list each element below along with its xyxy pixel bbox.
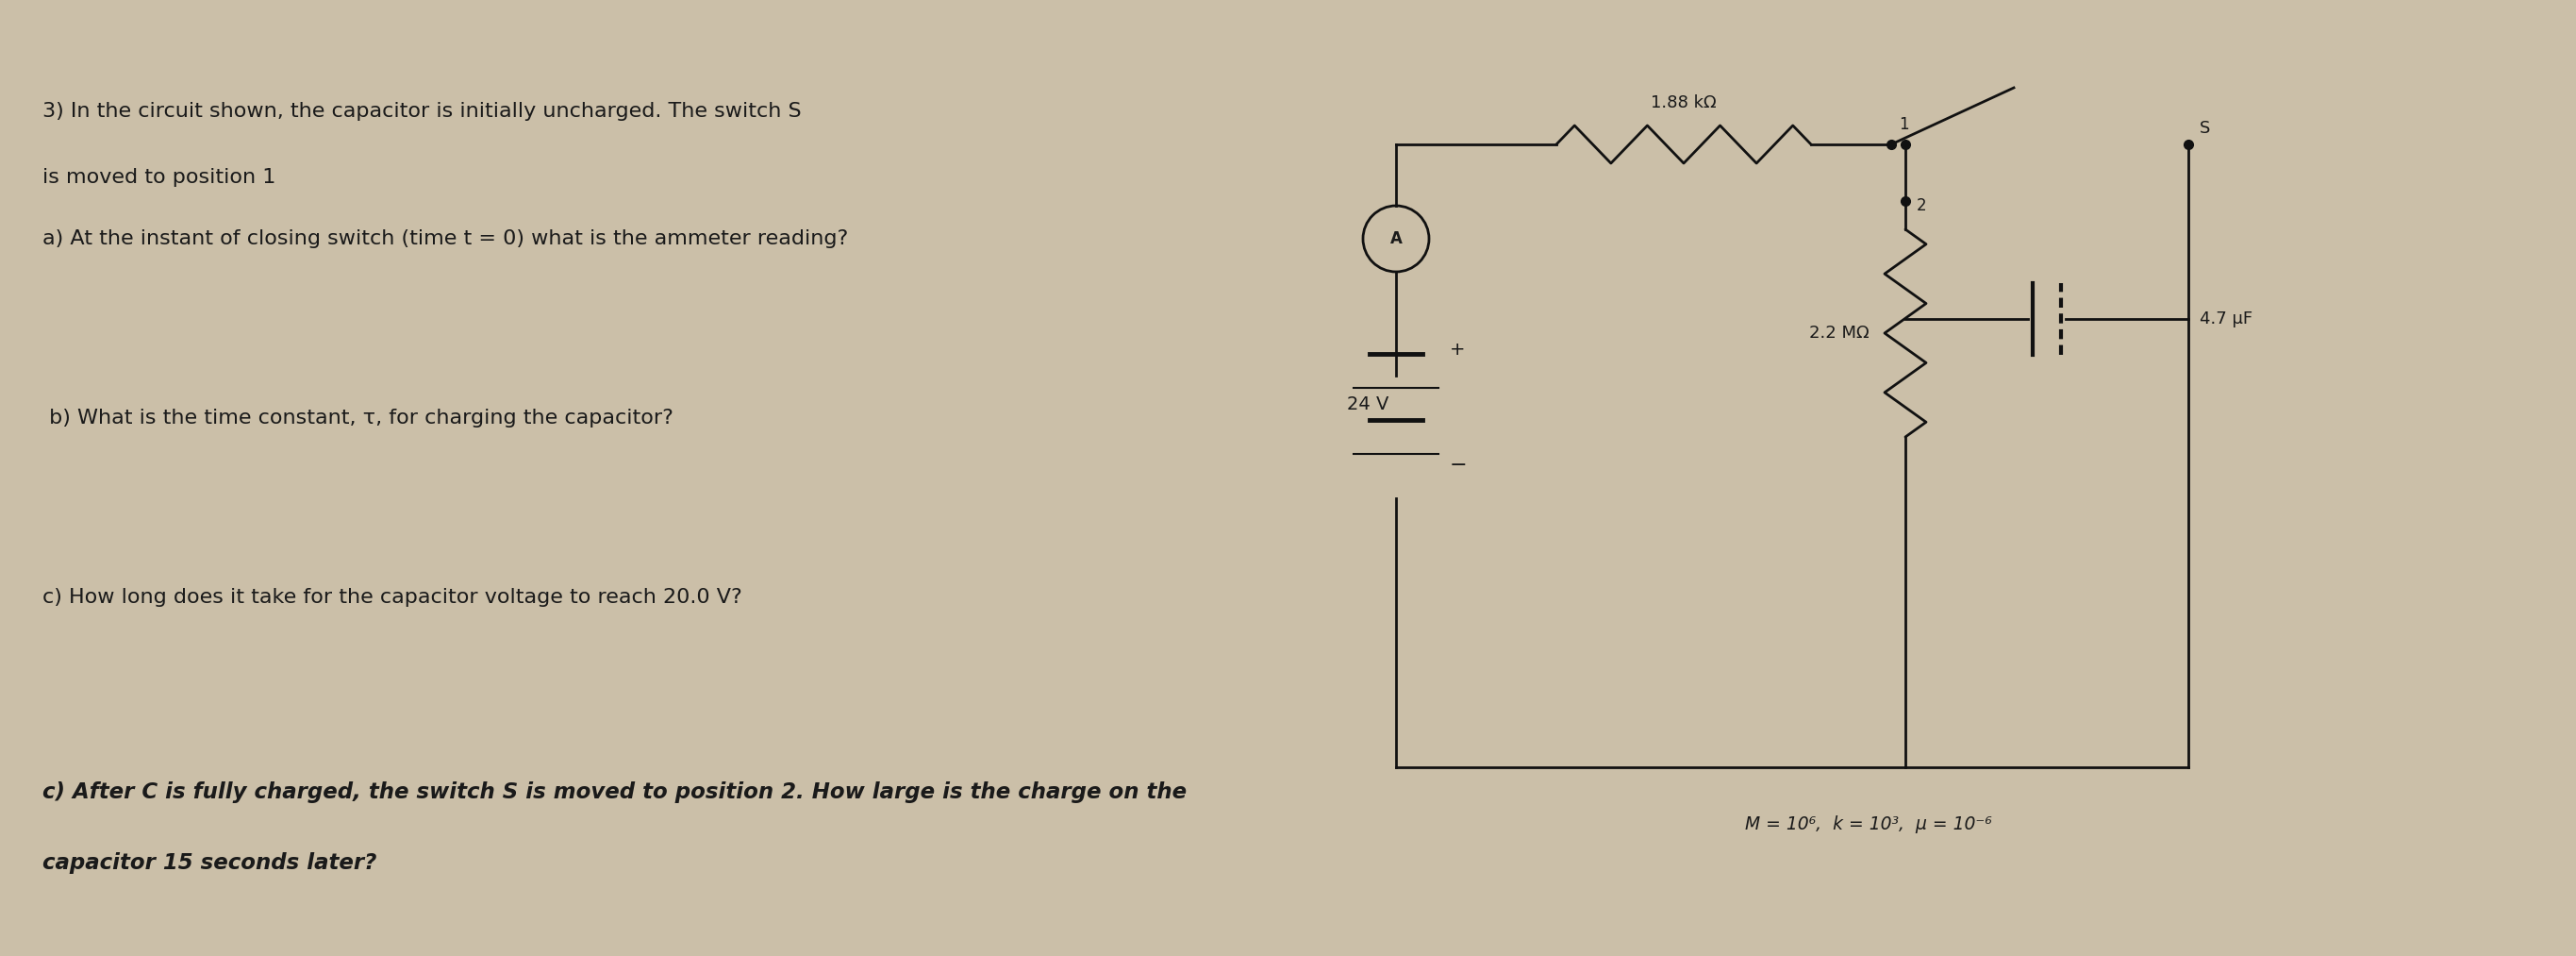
Text: c) After C is fully charged, the switch S is moved to position 2. How large is t: c) After C is fully charged, the switch … <box>41 781 1188 803</box>
Text: 3) In the circuit shown, the capacitor is initially uncharged. The switch S: 3) In the circuit shown, the capacitor i… <box>41 102 801 120</box>
Text: c) How long does it take for the capacitor voltage to reach 20.0 V?: c) How long does it take for the capacit… <box>41 588 742 607</box>
Text: A: A <box>1391 230 1401 248</box>
Text: 2.2 MΩ: 2.2 MΩ <box>1808 325 1870 341</box>
Text: is moved to position 1: is moved to position 1 <box>41 168 276 186</box>
Text: capacitor 15 seconds later?: capacitor 15 seconds later? <box>41 852 376 874</box>
Text: 1.88 kΩ: 1.88 kΩ <box>1651 95 1716 111</box>
Text: 4.7 μF: 4.7 μF <box>2200 311 2251 328</box>
Text: 1: 1 <box>1899 116 1909 133</box>
Text: −: − <box>1450 456 1468 475</box>
Text: 2: 2 <box>1917 197 1927 214</box>
Text: 24 V: 24 V <box>1347 395 1388 413</box>
Text: S: S <box>2200 120 2210 137</box>
Text: M = 10⁶,  k = 10³,  μ = 10⁻⁶: M = 10⁶, k = 10³, μ = 10⁻⁶ <box>1744 815 1991 833</box>
Text: +: + <box>1450 340 1466 358</box>
Text: b) What is the time constant, τ, for charging the capacitor?: b) What is the time constant, τ, for cha… <box>41 408 672 427</box>
Text: a) At the instant of closing switch (time t = 0) what is the ammeter reading?: a) At the instant of closing switch (tim… <box>41 229 848 249</box>
